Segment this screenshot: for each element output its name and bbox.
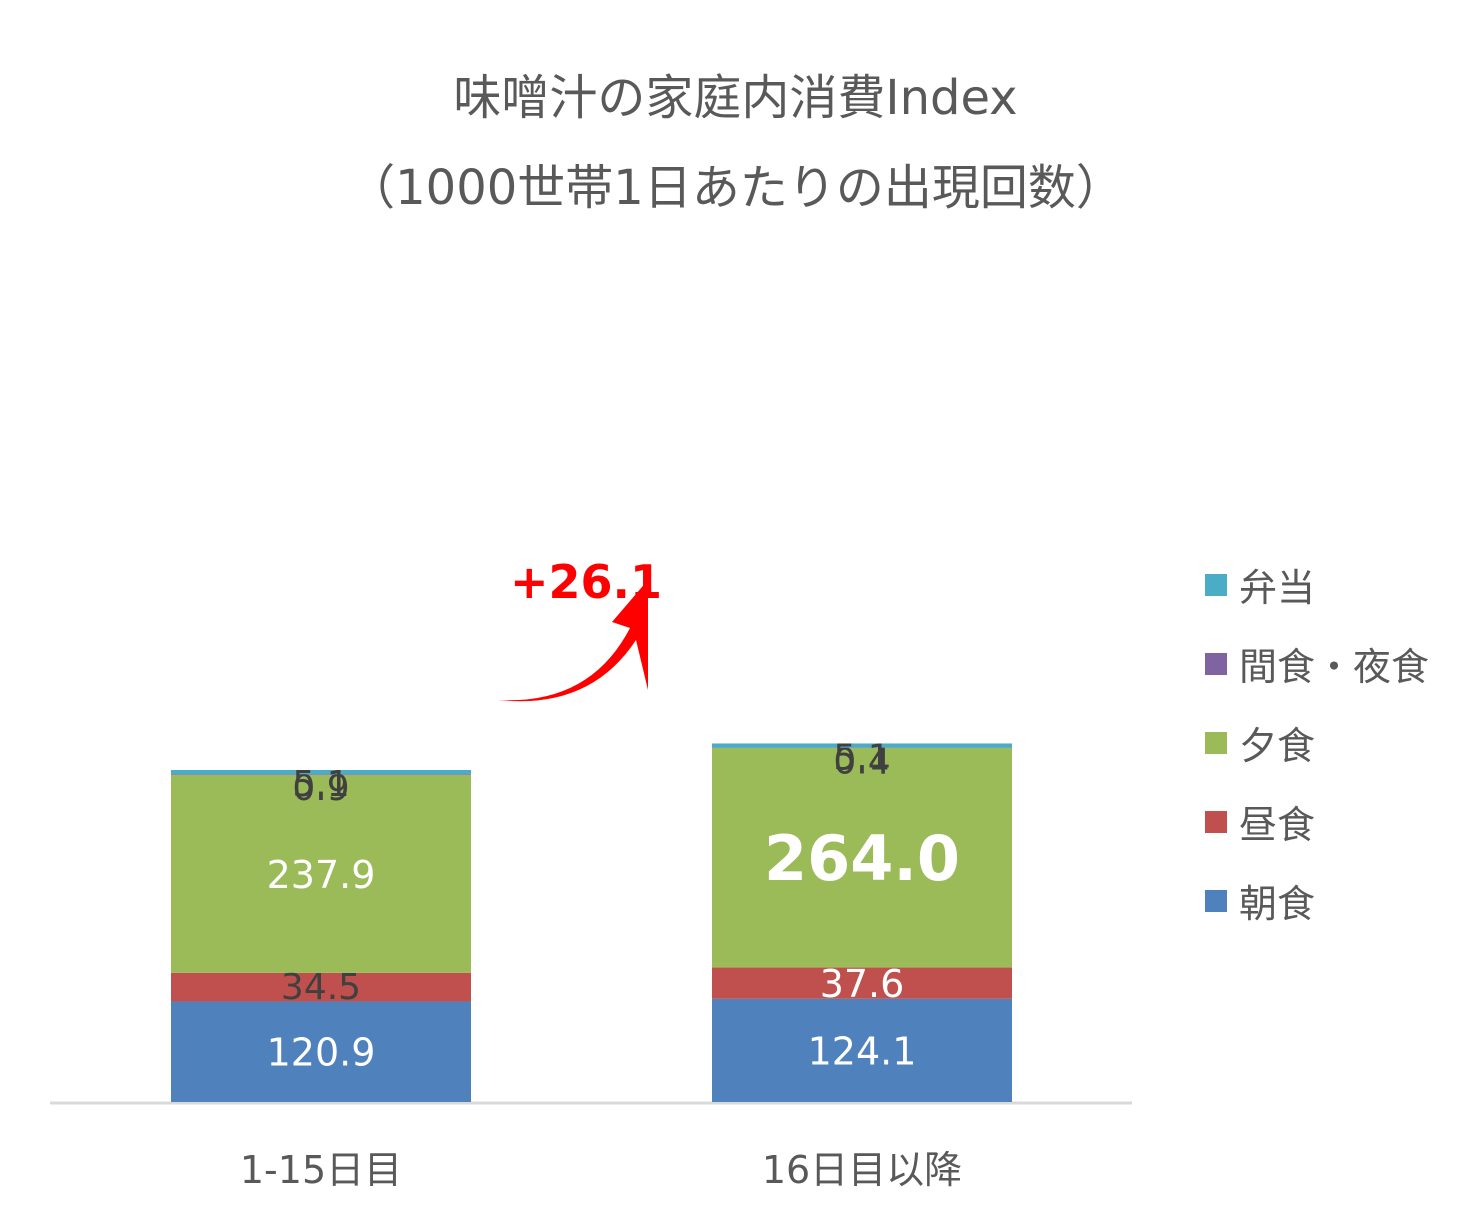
chart-title: 味噌汁の家庭内消費Index [453, 70, 1018, 126]
legend-label: 昼食 [1239, 803, 1316, 847]
data-label-1-3: 0.4 [833, 742, 890, 783]
x-tick-label-0: 1-15日目 [240, 1148, 402, 1192]
bar-segment-0-4 [171, 769, 471, 775]
data-label-1-4: 5.1 [833, 737, 890, 778]
bar-segment-1-4 [712, 743, 1012, 748]
legend-item: 弁当 [1205, 545, 1429, 624]
x-tick-label-1: 16日目以降 [762, 1148, 962, 1192]
bar-segment-1-2 [712, 748, 1012, 968]
bar-segment-0-1 [171, 972, 471, 1002]
legend-item: 昼食 [1205, 782, 1429, 861]
legend-swatch [1205, 652, 1227, 675]
data-label-1-2: 264.0 [764, 822, 960, 895]
chart-subtitle: （1000世帯1日あたりの出現回数） [347, 160, 1124, 216]
data-label-1-0: 124.1 [808, 1029, 917, 1073]
data-label-1-1: 37.6 [820, 962, 905, 1006]
bar-segment-0-3 [171, 774, 471, 775]
legend-item: 夕食 [1205, 703, 1429, 782]
data-label-0-4: 5.1 [292, 764, 349, 805]
bar-segment-0-2 [171, 774, 471, 973]
bar-segment-1-1 [712, 967, 1012, 999]
data-label-0-2: 237.9 [267, 853, 376, 897]
legend-item: 朝食 [1205, 861, 1429, 940]
legend-swatch [1205, 731, 1227, 754]
legend-swatch [1205, 573, 1227, 596]
legend-label: 朝食 [1239, 882, 1316, 926]
legend-swatch [1205, 810, 1227, 833]
legend: 弁当間食・夜食夕食昼食朝食 [1205, 545, 1429, 940]
bar-segment-1-0 [712, 998, 1012, 1102]
legend-label: 弁当 [1239, 566, 1316, 610]
legend-label: 間食・夜食 [1239, 645, 1430, 689]
data-label-0-0: 120.9 [267, 1031, 376, 1075]
legend-item: 間食・夜食 [1205, 624, 1429, 703]
data-label-0-1: 34.5 [281, 967, 361, 1008]
legend-label: 夕食 [1239, 724, 1316, 768]
legend-swatch [1205, 889, 1227, 912]
bar-segment-0-0 [171, 1001, 471, 1102]
data-label-0-3: 0.9 [292, 768, 349, 809]
delta-annotation: +26.1 [510, 555, 663, 609]
